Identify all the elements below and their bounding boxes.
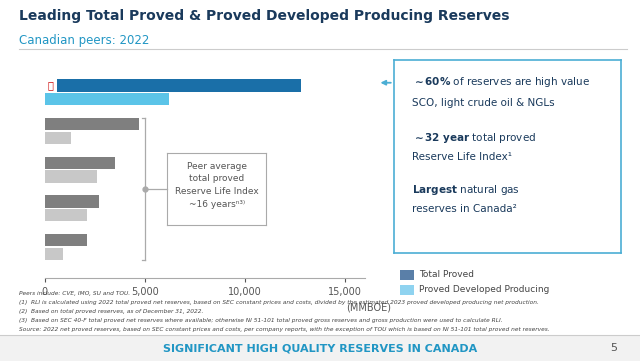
Text: Leading Total Proved & Proved Developed Producing Reserves: Leading Total Proved & Proved Developed … bbox=[19, 9, 509, 23]
Bar bbox=[45, 157, 115, 169]
Text: Canadian: Canadian bbox=[38, 342, 63, 347]
Text: $\bf{Largest}$ natural gas: $\bf{Largest}$ natural gas bbox=[412, 183, 520, 197]
Text: 5: 5 bbox=[611, 343, 618, 353]
Bar bbox=[45, 170, 97, 183]
Text: $\bf{\sim60\%}$ of reserves are high value: $\bf{\sim60\%}$ of reserves are high val… bbox=[412, 75, 590, 89]
Text: Total Proved: Total Proved bbox=[419, 270, 474, 279]
Text: Source: 2022 net proved reserves, based on SEC constant prices and costs, per co: Source: 2022 net proved reserves, based … bbox=[19, 327, 550, 332]
Text: (MMBOE): (MMBOE) bbox=[346, 303, 391, 313]
Text: (2)  Based on total proved reserves, as of December 31, 2022.: (2) Based on total proved reserves, as o… bbox=[19, 309, 204, 314]
Text: Peer average
total proved
Reserve Life Index
~16 yearsⁿ³⁾: Peer average total proved Reserve Life I… bbox=[175, 162, 259, 209]
Text: Peers include: CVE, IMO, SU and TOU.: Peers include: CVE, IMO, SU and TOU. bbox=[19, 291, 131, 296]
Text: (1)  RLI is calculated using 2022 total proved net reserves, based on SEC consta: (1) RLI is calculated using 2022 total p… bbox=[19, 300, 539, 305]
Bar bbox=[45, 79, 57, 92]
Bar bbox=[45, 248, 63, 260]
Text: (3)  Based on SEC 40-F total proved net reserves where available; otherwise NI 5: (3) Based on SEC 40-F total proved net r… bbox=[19, 318, 503, 323]
Bar bbox=[45, 234, 87, 246]
Bar bbox=[45, 79, 301, 92]
Bar bbox=[45, 209, 87, 222]
Bar bbox=[45, 118, 139, 130]
Text: Canadian peers: 2022: Canadian peers: 2022 bbox=[19, 34, 150, 47]
Text: SIGNIFICANT HIGH QUALITY RESERVES IN CANADA: SIGNIFICANT HIGH QUALITY RESERVES IN CAN… bbox=[163, 343, 477, 353]
Text: reserves in Canada²: reserves in Canada² bbox=[412, 204, 516, 214]
Text: Proved Developed Producing: Proved Developed Producing bbox=[419, 286, 550, 294]
Bar bbox=[45, 132, 71, 144]
Circle shape bbox=[8, 340, 33, 353]
Text: $\bf{\sim32\ year}$ total proved: $\bf{\sim32\ year}$ total proved bbox=[412, 131, 536, 145]
Text: Reserve Life Index¹: Reserve Life Index¹ bbox=[412, 152, 512, 162]
Text: 🍁: 🍁 bbox=[48, 81, 54, 90]
Bar bbox=[45, 93, 169, 105]
Bar bbox=[45, 195, 99, 208]
Text: SCO, light crude oil & NGLs: SCO, light crude oil & NGLs bbox=[412, 98, 554, 108]
Text: Natural: Natural bbox=[38, 349, 58, 354]
